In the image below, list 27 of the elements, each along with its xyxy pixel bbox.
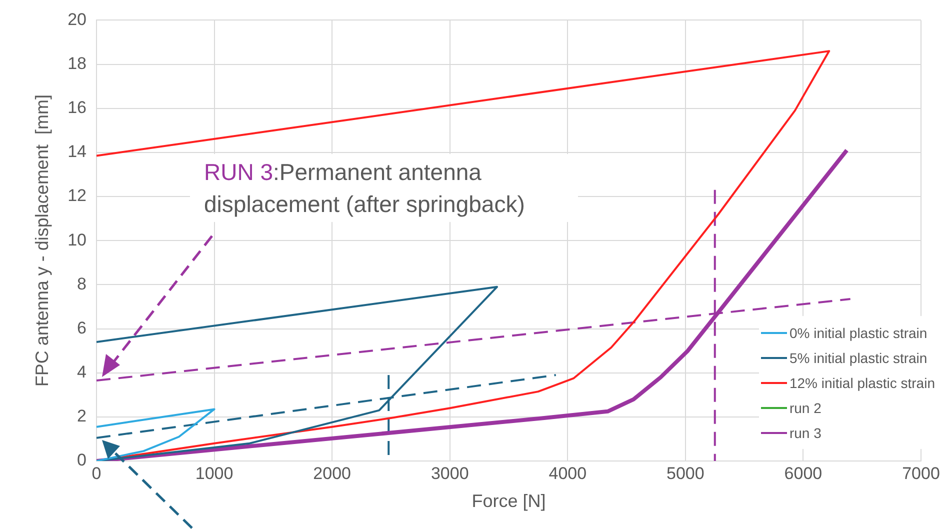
x-tick-label: 3000 — [430, 464, 469, 483]
x-tick-label: 7000 — [902, 464, 940, 483]
legend-label: 0% initial plastic strain — [789, 324, 928, 340]
legend-label: 12% initial plastic strain — [789, 374, 935, 390]
x-tick-label: 1000 — [195, 464, 234, 483]
y-tick-label: 12 — [68, 186, 87, 206]
y-tick-label: 14 — [68, 142, 87, 162]
legend-label: 5% initial plastic strain — [789, 350, 928, 366]
y-tick-label: 16 — [68, 98, 87, 118]
x-tick-label: 4000 — [548, 464, 587, 483]
y-tick-label: 10 — [68, 230, 87, 250]
x-tick-label: 5000 — [666, 464, 704, 483]
y-tick-label: 20 — [68, 10, 87, 29]
y-tick-label: 8 — [77, 274, 87, 294]
annotation: RUN 3:Permanent antenna displacement (after springback) — [204, 159, 525, 217]
y-axis-title: FPC antenna y - displacement [mm] — [32, 94, 52, 387]
x-tick-label: 2000 — [313, 464, 351, 483]
y-tick-label: 0 — [77, 450, 87, 470]
y-tick-label: 4 — [77, 362, 87, 382]
x-tick-label: 6000 — [784, 464, 822, 483]
x-tick-label: 0 — [92, 464, 102, 483]
legend-label: run 2 — [789, 400, 822, 416]
y-tick-label: 2 — [77, 406, 87, 426]
legend-label: run 3 — [789, 424, 822, 440]
y-tick-label: 18 — [68, 54, 87, 73]
y-tick-label: 6 — [77, 318, 87, 338]
x-axis-title: Force [N] — [472, 491, 546, 512]
